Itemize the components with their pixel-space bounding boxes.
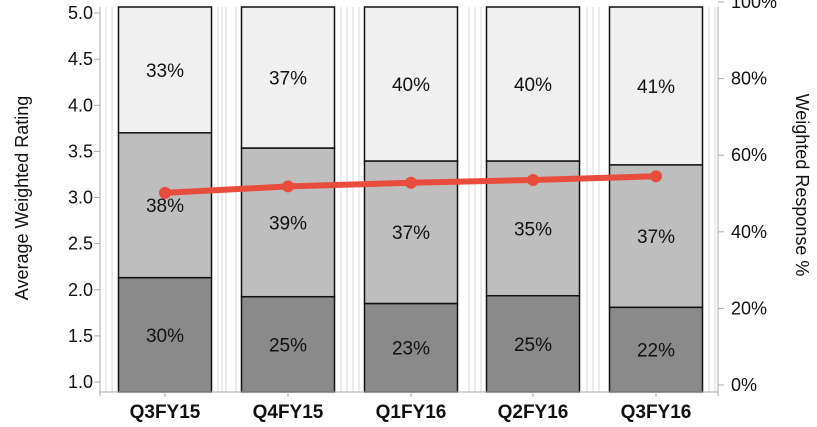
segment-label: 30% [146, 326, 184, 347]
category-label: Q4FY15 [253, 402, 324, 423]
rating-point [282, 180, 294, 193]
right-tick-label: 40% [731, 222, 767, 242]
category-label: Q3FY16 [621, 402, 692, 423]
right-tick-label: 20% [731, 298, 767, 318]
bar-segment [363, 302, 459, 393]
segment-label: 25% [514, 335, 552, 356]
bar-segment [240, 6, 336, 149]
segment-label: 39% [269, 213, 307, 234]
left-axis-ticks: 1.0 1.5 2.0 2.5 3.0 3.5 4.0 4.5 5.0 [68, 3, 100, 392]
rating-point [527, 173, 539, 186]
left-tick-label: 3.0 [68, 188, 93, 208]
left-tick-label: 3.5 [68, 141, 93, 161]
gridlines [105, 7, 716, 392]
left-tick-label: 2.0 [68, 280, 93, 300]
rating-point [159, 186, 171, 199]
left-tick-label: 2.5 [68, 234, 93, 254]
segment-label: 37% [637, 227, 675, 248]
bar-segment [240, 295, 336, 393]
bar-segment [117, 6, 213, 134]
category-label: Q1FY16 [376, 402, 447, 423]
right-tick-label: 0% [731, 375, 757, 395]
segment-label: 38% [146, 196, 184, 217]
rating-point [405, 176, 417, 189]
segment-label: 22% [637, 341, 675, 362]
rating-line [159, 170, 662, 199]
segment-label: 25% [269, 335, 307, 356]
left-axis-title: Average Weighted Rating [12, 96, 32, 300]
category-label: Q3FY15 [130, 402, 201, 423]
category-labels: Q3FY15 Q4FY15 Q1FY16 Q2FY16 Q3FY16 [130, 392, 692, 423]
axes [99, 7, 719, 396]
bar-segment [608, 306, 704, 393]
bars [117, 6, 704, 393]
category-label: Q2FY16 [498, 402, 569, 423]
left-tick-label: 4.5 [68, 49, 93, 69]
left-tick-label: 1.5 [68, 326, 93, 346]
segment-label: 40% [514, 75, 552, 96]
segment-label: 40% [392, 75, 430, 96]
left-tick-label: 5.0 [68, 3, 93, 23]
right-tick-label: 100% [731, 0, 777, 12]
bar-segment [608, 164, 704, 309]
right-tick-label: 80% [731, 69, 767, 89]
segment-label: 41% [637, 77, 675, 98]
bar-segment [240, 147, 336, 298]
rating-point [650, 170, 662, 183]
right-tick-label: 60% [731, 145, 767, 165]
bar-segment [485, 6, 581, 162]
right-axis-ticks: 0% 20% 40% 60% 80% 100% [718, 0, 777, 395]
segment-label: 37% [392, 223, 430, 244]
segment-label: 35% [514, 219, 552, 240]
bar-segment [485, 295, 581, 393]
left-tick-label: 1.0 [68, 372, 93, 392]
left-tick-label: 4.0 [68, 95, 93, 115]
bar-segment [363, 6, 459, 162]
right-axis-title: Weighted Response % [792, 94, 812, 277]
bar-segment [608, 6, 704, 166]
segment-label: 23% [392, 339, 430, 360]
segment-labels: 30% 38% 33% 25% 39% 37% 23% 37% 40% 25% 35% 40% 22% 3… [146, 61, 675, 362]
segment-label: 37% [269, 69, 307, 90]
segment-label: 33% [146, 61, 184, 82]
